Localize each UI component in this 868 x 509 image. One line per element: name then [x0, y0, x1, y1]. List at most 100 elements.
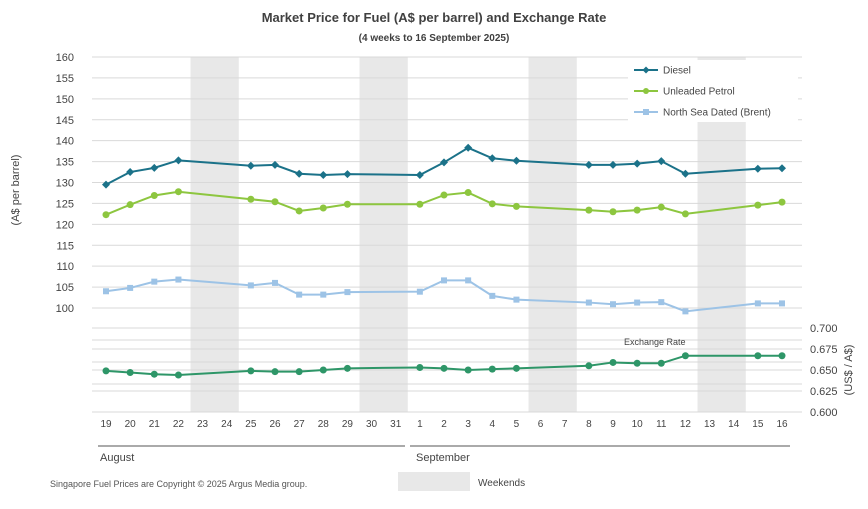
x-tick-label: 13	[704, 419, 716, 430]
series-brent-point	[320, 291, 327, 298]
series-exchange-rate-point	[754, 352, 762, 360]
series-unleaded-petrol-point	[271, 198, 279, 206]
series-brent-point	[634, 299, 641, 306]
x-tick-label: 29	[342, 419, 354, 430]
y-tick-label: 140	[56, 136, 74, 148]
series-diesel-point	[246, 161, 255, 170]
series-exchange-rate-point	[126, 369, 134, 377]
series-unleaded-petrol-point	[609, 208, 617, 216]
y-tick-label: 105	[56, 282, 74, 294]
y-tick-label: 150	[56, 94, 74, 106]
series-brent-point	[754, 300, 761, 307]
x-tick-label: 24	[221, 419, 233, 430]
series-exchange-rate-point	[295, 368, 303, 376]
y-tick-label: 115	[56, 240, 74, 252]
series-brent-point	[103, 288, 109, 295]
series-unleaded-petrol-point	[778, 198, 786, 206]
series-brent-point	[610, 301, 616, 308]
chart-subtitle: (4 weeks to 16 September 2025)	[359, 33, 510, 44]
x-tick-label: 7	[562, 419, 568, 430]
series-brent-point	[272, 279, 278, 286]
series-brent-point	[416, 288, 423, 295]
series-unleaded-petrol-point	[488, 200, 496, 208]
series-unleaded-petrol-point	[464, 189, 472, 197]
legend-marker-diesel	[642, 66, 650, 74]
series-diesel-point	[102, 180, 110, 189]
series-unleaded-petrol-point	[126, 201, 134, 209]
y-tick-label: 145	[56, 115, 74, 127]
y-tick-label: 120	[56, 219, 74, 231]
series-diesel-point	[681, 169, 690, 178]
x-tick-label: 15	[752, 419, 764, 430]
y2-tick-label: 0.650	[810, 365, 838, 377]
series-unleaded-petrol-point	[343, 200, 351, 208]
y-tick-label: 160	[56, 52, 74, 64]
weekend-band-1	[359, 57, 408, 412]
x-tick-label: 16	[776, 419, 788, 430]
y-tick-label: 155	[56, 73, 74, 85]
series-diesel-point	[657, 157, 666, 166]
series-exchange-rate-point	[512, 364, 520, 372]
y2-tick-label: 0.625	[810, 386, 838, 398]
y-tick-label: 100	[56, 303, 74, 315]
series-brent-point	[247, 282, 254, 289]
chart-title: Market Price for Fuel (A$ per barrel) an…	[262, 10, 607, 25]
x-tick-label: 21	[149, 419, 161, 430]
x-tick-label: 11	[656, 419, 667, 430]
series-diesel-point	[584, 160, 593, 169]
x-tick-label: 3	[465, 419, 471, 430]
series-exchange-rate-point	[271, 368, 279, 376]
x-tick-label: 8	[586, 419, 592, 430]
series-diesel-point	[633, 159, 642, 168]
series-diesel-point	[609, 160, 617, 169]
legend-label-brent: North Sea Dated (Brent)	[663, 108, 771, 119]
x-tick-label: 20	[125, 419, 137, 430]
weekend-legend-label: Weekends	[478, 478, 525, 489]
legend-marker-unleaded-petrol	[643, 88, 649, 94]
y-axis-label: (A$ per barrel)	[10, 155, 22, 226]
x-tick-label: 5	[514, 419, 520, 430]
series-unleaded-petrol-point	[681, 210, 689, 218]
series-unleaded-petrol-point	[102, 211, 110, 219]
series-diesel-point	[174, 156, 183, 165]
series-diesel-point	[464, 143, 473, 152]
series-brent-point	[779, 300, 785, 307]
series-brent-point	[682, 308, 689, 315]
series-unleaded-petrol-point	[295, 207, 303, 215]
y-tick-label: 135	[56, 157, 74, 169]
x-tick-label: 4	[490, 419, 496, 430]
x-tick-label: 25	[245, 419, 257, 430]
weekend-band-2	[528, 57, 577, 412]
series-brent-point	[513, 296, 520, 303]
series-unleaded-petrol-point	[585, 206, 593, 214]
x-tick-label: 28	[318, 419, 330, 430]
series-diesel-point	[295, 169, 304, 178]
series-diesel-point	[343, 170, 352, 179]
series-unleaded-petrol-point	[512, 202, 520, 210]
series-unleaded-petrol-point	[416, 200, 424, 208]
series-diesel-point	[319, 170, 328, 179]
series-diesel-point	[150, 163, 159, 172]
series-exchange-rate-point	[319, 366, 327, 374]
x-tick-label: 14	[728, 419, 740, 430]
series-brent-point	[344, 289, 351, 296]
y-tick-label: 110	[56, 261, 74, 273]
x-tick-label: 23	[197, 419, 209, 430]
x-tick-label: 19	[100, 419, 112, 430]
series-brent-point	[585, 299, 592, 306]
series-exchange-rate-point	[150, 370, 158, 378]
month-label-august: August	[100, 452, 134, 464]
series-exchange-rate-point	[585, 362, 593, 370]
series-brent-point	[151, 278, 158, 285]
series-unleaded-petrol-point	[754, 201, 762, 209]
x-tick-label: 12	[680, 419, 692, 430]
x-tick-label: 6	[538, 419, 544, 430]
month-label-september: September	[416, 452, 470, 464]
series-exchange-rate-point	[633, 359, 641, 367]
legend-label-diesel: Diesel	[663, 66, 691, 77]
weekend-band-0	[190, 57, 239, 412]
series-unleaded-petrol-point	[440, 191, 448, 199]
x-tick-label: 2	[441, 419, 447, 430]
series-unleaded-petrol-point	[150, 191, 158, 199]
